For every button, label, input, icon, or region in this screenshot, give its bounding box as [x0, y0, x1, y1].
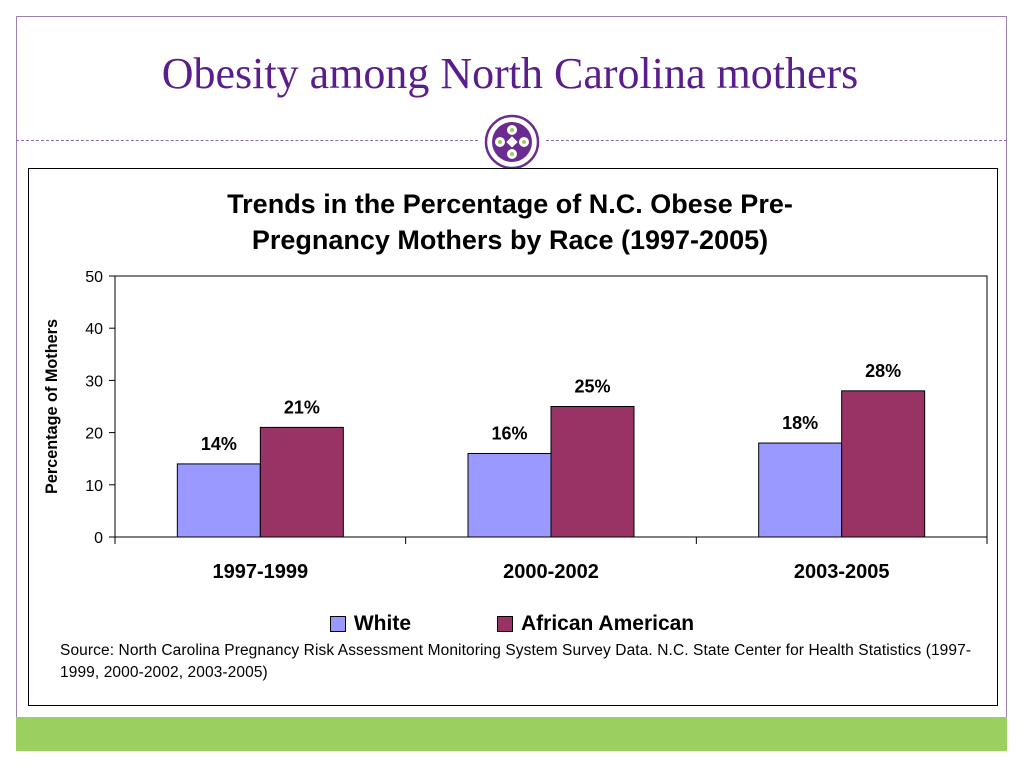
legend-item-white: White: [329, 612, 412, 636]
data-label: 28%: [865, 361, 901, 381]
bar-white: [176, 463, 261, 538]
data-label: 21%: [284, 397, 320, 417]
footer-band: [16, 717, 1007, 751]
bar-african-american: [841, 390, 926, 538]
chart-title-line-1: Trends in the Percentage of N.C. Obese P…: [227, 189, 793, 219]
y-axis-label: Percentage of Mothers: [42, 319, 61, 494]
y-tick-label: 20: [85, 426, 103, 443]
y-tick-label: 40: [85, 321, 103, 338]
data-label: 25%: [574, 377, 610, 397]
x-tick-label: 2003-2005: [794, 561, 890, 583]
data-label: 16%: [491, 423, 527, 443]
emblem-icon: [484, 114, 540, 170]
data-label: 14%: [201, 434, 237, 454]
bar-african-american: [550, 406, 635, 538]
legend-label-white: White: [353, 612, 412, 635]
bar-white: [758, 442, 843, 538]
y-tick-label: 50: [85, 269, 103, 286]
y-tick-label: 10: [85, 478, 103, 495]
legend-item-african-american: African American: [497, 612, 694, 636]
chart-legend: White African American: [0, 612, 1024, 636]
chart-title-line-2: Pregnancy Mothers by Race (1997-2005): [251, 225, 769, 255]
y-tick-label: 0: [94, 530, 103, 547]
y-tick-label: 30: [85, 373, 103, 390]
bar-white: [467, 452, 552, 538]
legend-swatch-african-american: [497, 616, 514, 632]
legend-swatch-white: [329, 616, 346, 632]
bar-african-american: [259, 426, 344, 538]
data-label: 18%: [782, 413, 818, 433]
legend-label-african-american: African American: [521, 612, 695, 635]
title-divider-right: [546, 140, 1007, 141]
bar-chart: 0 10 20 30 40 50 Percentage of Mothers 1997-199…: [42, 269, 988, 583]
chart-title: Trends in the Percentage of N.C. Obese P…: [60, 186, 960, 258]
title-divider-left: [16, 140, 478, 141]
slide-title: Obesity among North Carolina mothers: [161, 49, 859, 98]
source-note: Source: North Carolina Pregnancy Risk As…: [60, 642, 972, 681]
x-tick-label: 1997-1999: [213, 561, 309, 583]
x-tick-label: 2000-2002: [503, 561, 599, 583]
